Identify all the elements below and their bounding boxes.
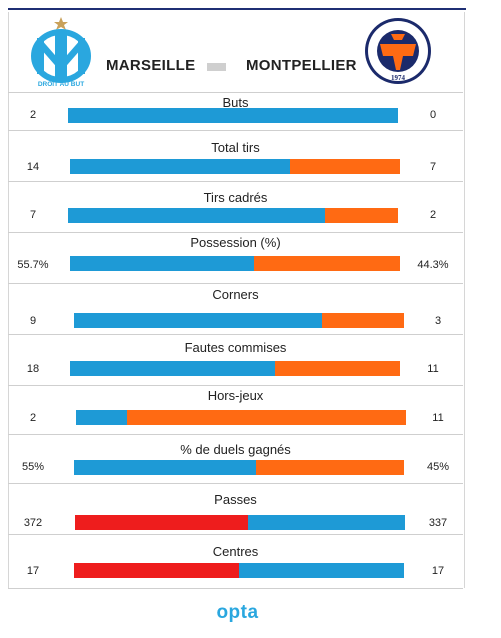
stat-label: % de duels gagnés	[180, 442, 291, 457]
stat-bar-away-segment	[324, 208, 398, 223]
stat-label: Centres	[212, 544, 259, 559]
stat-bar-home-segment	[74, 313, 322, 328]
stat-row: Hors-jeux 2 11	[8, 386, 463, 435]
stat-label: Passes	[214, 492, 257, 507]
montpellier-logo-year: 1974	[391, 74, 406, 82]
stat-label: Hors-jeux	[207, 388, 264, 403]
stat-label: Possession (%)	[190, 235, 281, 250]
stat-bar-home-segment	[74, 460, 256, 475]
stat-bar-away-segment	[274, 361, 400, 376]
stat-bar	[74, 313, 404, 328]
montpellier-logo: 1974	[365, 18, 431, 84]
stat-away-value: 17	[431, 565, 445, 577]
stat-away-value: 0	[429, 109, 437, 121]
opta-logo: opta	[216, 602, 259, 623]
stat-home-value: 55%	[21, 461, 45, 473]
stat-row: % de duels gagnés 55% 45%	[8, 435, 463, 484]
stat-away-value: 3	[434, 315, 442, 327]
stat-bar	[70, 361, 400, 376]
stat-label: Tirs cadrés	[203, 190, 268, 205]
stat-home-value: 372	[23, 517, 43, 529]
stat-row: Buts 2 0	[8, 92, 463, 131]
marseille-logo: DROIT AU BUT	[31, 17, 91, 88]
stat-away-value: 11	[432, 412, 444, 424]
stat-row: Tirs cadrés 7 2	[8, 182, 463, 233]
versus-separator	[207, 63, 226, 71]
stat-bar-home-segment	[70, 159, 291, 174]
stat-away-value: 45%	[426, 461, 450, 473]
stat-bar-home-segment	[74, 563, 239, 578]
stat-home-value: 17	[26, 565, 40, 577]
stat-row: Centres 17 17	[8, 535, 463, 589]
team-home-name: MARSEILLE	[106, 57, 196, 74]
stat-row: Possession (%) 55.7% 44.3%	[8, 233, 463, 284]
stat-home-value: 18	[26, 363, 40, 375]
stat-bar-home-segment	[68, 108, 398, 123]
stat-label: Buts	[222, 95, 249, 110]
stat-label: Corners	[212, 287, 259, 302]
stat-row: Passes 372 337	[8, 484, 463, 535]
stat-bar-away-segment	[239, 563, 404, 578]
team-away-name: MONTPELLIER	[246, 57, 357, 74]
stat-label: Total tirs	[211, 140, 260, 155]
stat-home-value: 2	[29, 412, 37, 424]
stat-bar	[68, 108, 398, 123]
marseille-logo-caption: DROIT AU BUT	[38, 81, 84, 88]
header-top-line	[8, 8, 466, 10]
stat-label: Fautes commises	[184, 340, 287, 355]
stat-bar-away-segment	[126, 410, 406, 425]
stat-bar-away-segment	[290, 159, 400, 174]
stat-row: Fautes commises 18 11	[8, 335, 463, 386]
stat-bar-away-segment	[248, 515, 405, 530]
stat-bar	[74, 460, 404, 475]
stat-bar-away-segment	[255, 460, 404, 475]
stat-home-value: 7	[29, 209, 37, 221]
stat-bar-home-segment	[76, 410, 127, 425]
stat-away-value: 337	[428, 517, 448, 529]
stat-bar	[75, 515, 405, 530]
stat-bar-home-segment	[70, 256, 254, 271]
stat-row: Total tirs 14 7	[8, 131, 463, 182]
match-header	[8, 12, 463, 93]
stat-away-value: 44.3%	[417, 259, 449, 271]
stat-bar	[68, 208, 398, 223]
stat-bar	[70, 159, 400, 174]
stat-bar-home-segment	[68, 208, 325, 223]
stat-away-value: 11	[427, 363, 439, 375]
stat-row: Corners 9 3	[8, 284, 463, 335]
stats-frame	[8, 12, 465, 588]
stat-bar	[70, 256, 400, 271]
stat-bar-home-segment	[70, 361, 275, 376]
stat-home-value: 14	[26, 161, 40, 173]
stat-bar-home-segment	[75, 515, 249, 530]
stat-bar-away-segment	[321, 313, 404, 328]
stat-home-value: 2	[29, 109, 37, 121]
stat-bar-away-segment	[253, 256, 400, 271]
stat-away-value: 7	[429, 161, 437, 173]
stat-bar	[76, 410, 406, 425]
stat-away-value: 2	[429, 209, 437, 221]
stat-home-value: 9	[29, 315, 37, 327]
stat-bar	[74, 563, 404, 578]
stat-home-value: 55.7%	[17, 259, 49, 271]
